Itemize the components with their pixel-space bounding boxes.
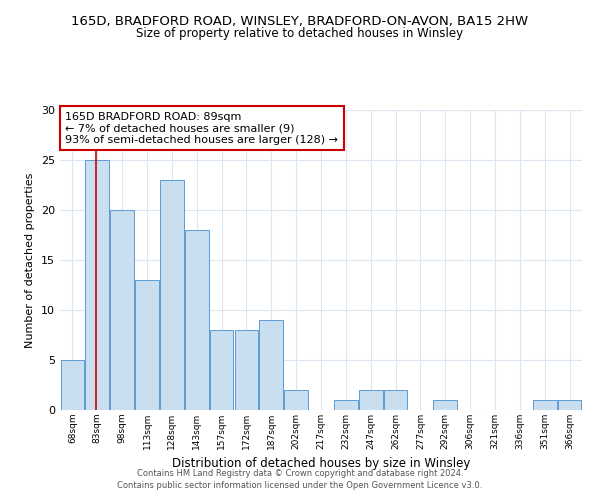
Text: 165D BRADFORD ROAD: 89sqm
← 7% of detached houses are smaller (9)
93% of semi-de: 165D BRADFORD ROAD: 89sqm ← 7% of detach… [65,112,338,144]
Bar [259,320,283,410]
Text: Size of property relative to detached houses in Winsley: Size of property relative to detached ho… [136,28,464,40]
Y-axis label: Number of detached properties: Number of detached properties [25,172,35,348]
Text: Contains HM Land Registry data © Crown copyright and database right 2024.: Contains HM Land Registry data © Crown c… [137,468,463,477]
Bar [558,400,581,410]
Bar [384,390,407,410]
Bar [61,360,84,410]
Bar [334,400,358,410]
Text: 165D, BRADFORD ROAD, WINSLEY, BRADFORD-ON-AVON, BA15 2HW: 165D, BRADFORD ROAD, WINSLEY, BRADFORD-O… [71,15,529,28]
Bar [85,160,109,410]
Bar [110,210,134,410]
Bar [235,330,258,410]
Bar [533,400,557,410]
Bar [210,330,233,410]
Bar [160,180,184,410]
X-axis label: Distribution of detached houses by size in Winsley: Distribution of detached houses by size … [172,458,470,470]
Bar [135,280,159,410]
Bar [433,400,457,410]
Bar [185,230,209,410]
Text: Contains public sector information licensed under the Open Government Licence v3: Contains public sector information licen… [118,481,482,490]
Bar [359,390,383,410]
Bar [284,390,308,410]
